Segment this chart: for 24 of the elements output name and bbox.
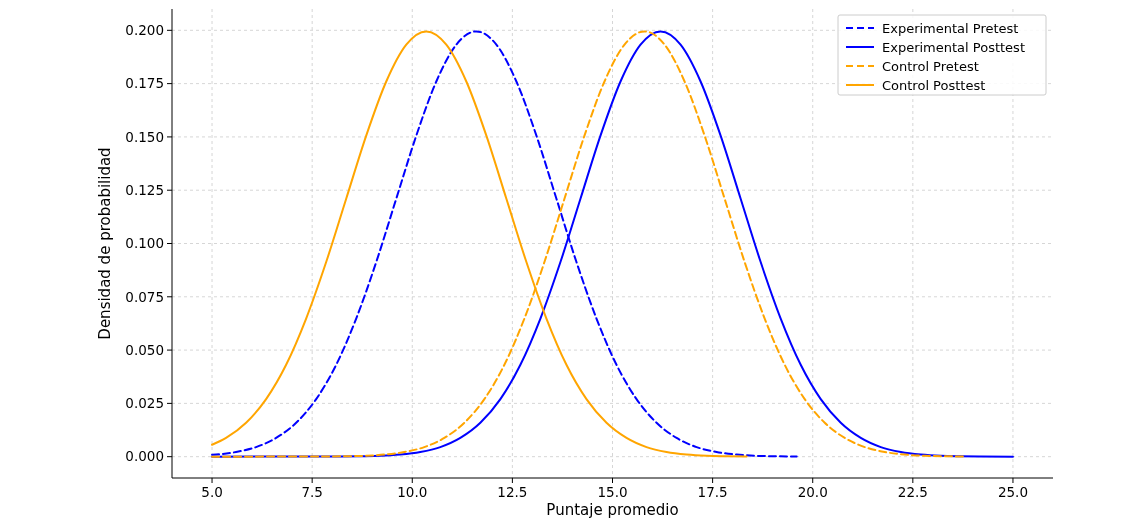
x-tick-label: 7.5 (301, 484, 323, 500)
x-tick-label: 22.5 (897, 484, 928, 500)
x-tick-label: 17.5 (697, 484, 728, 500)
x-tick-label: 10.0 (397, 484, 428, 500)
legend-label: Control Posttest (882, 77, 986, 93)
y-tick-label: 0.200 (125, 22, 164, 39)
y-axis-title: Densidad de probabilidad (96, 147, 114, 340)
y-tick-label: 0.100 (125, 235, 164, 252)
x-axis-title: Puntaje promedio (546, 501, 679, 519)
y-tick-label: 0.175 (125, 75, 164, 92)
legend-label: Control Pretest (882, 58, 979, 74)
x-tick-label: 5.0 (201, 484, 223, 500)
legend-label: Experimental Pretest (882, 20, 1019, 36)
y-tick-label: 0.000 (125, 448, 164, 465)
y-tick-label: 0.075 (125, 288, 164, 305)
x-tick-label: 25.0 (997, 484, 1028, 500)
legend-label: Experimental Posttest (882, 39, 1025, 55)
x-tick-label: 20.0 (797, 484, 828, 500)
y-tick-label: 0.050 (125, 341, 164, 358)
y-tick-label: 0.125 (125, 181, 164, 198)
x-tick-label: 12.5 (497, 484, 528, 500)
y-tick-label: 0.150 (125, 128, 164, 145)
y-tick-label: 0.025 (125, 395, 164, 412)
x-tick-label: 15.0 (597, 484, 628, 500)
